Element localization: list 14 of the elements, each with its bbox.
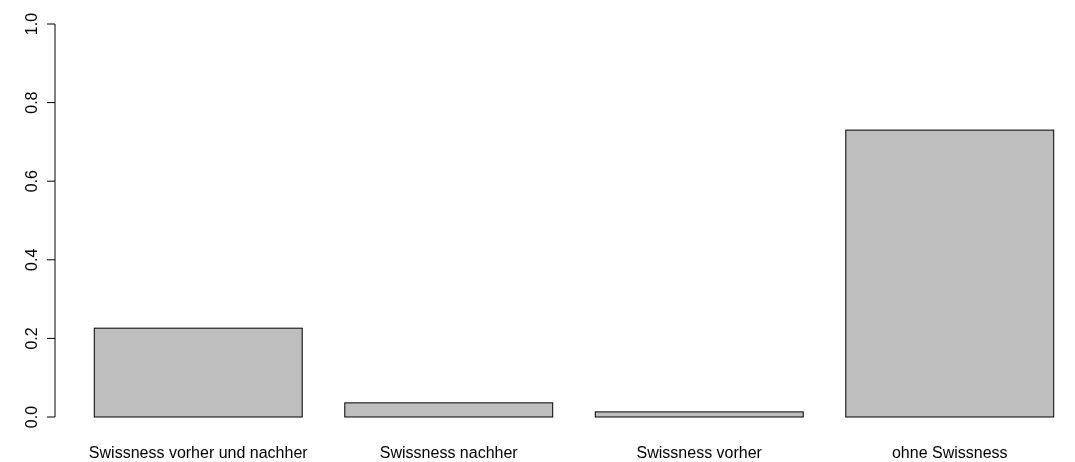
x-tick-label: Swissness vorher und nachher bbox=[88, 444, 309, 461]
x-tick-label: ohne Swissness bbox=[891, 444, 1008, 461]
bar bbox=[845, 129, 1055, 418]
bar bbox=[594, 411, 804, 418]
x-tick-label: Swissness vorher bbox=[636, 444, 763, 461]
x-tick-label: Swissness nachher bbox=[379, 444, 519, 461]
bar bbox=[344, 402, 554, 418]
y-tick-label: 0.8 bbox=[23, 91, 40, 114]
y-tick-label: 0.0 bbox=[23, 405, 40, 429]
y-tick-label: 0.2 bbox=[23, 327, 40, 350]
y-tick-label: 1.0 bbox=[23, 12, 40, 36]
bar bbox=[93, 327, 303, 418]
y-tick-label: 0.6 bbox=[23, 169, 40, 193]
y-tick-label: 0.4 bbox=[23, 248, 40, 271]
